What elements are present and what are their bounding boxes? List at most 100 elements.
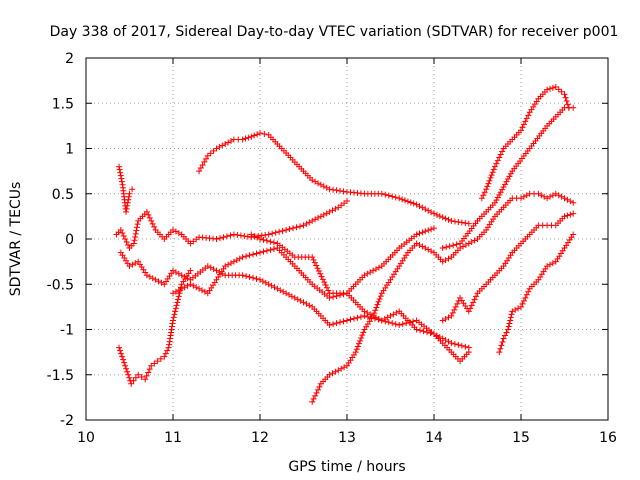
data-point [503, 329, 510, 336]
data-point [119, 229, 126, 236]
data-point [138, 374, 145, 381]
data-point [253, 250, 260, 257]
data-point [507, 314, 514, 321]
data-point [312, 392, 319, 399]
data-point [486, 177, 493, 184]
data-point [121, 359, 128, 366]
y-tick-label: 1 [65, 142, 74, 158]
data-point [439, 214, 446, 221]
data-point [497, 151, 504, 158]
data-point [239, 272, 246, 279]
data-point [490, 166, 497, 173]
data-point [314, 265, 321, 272]
data-point [396, 195, 403, 202]
data-point [506, 320, 513, 327]
data-point [416, 230, 423, 237]
data-point [547, 85, 553, 92]
data-point [484, 183, 491, 190]
data-point [344, 317, 350, 324]
data-point [171, 311, 178, 318]
data-point [494, 194, 501, 201]
data-point [337, 292, 344, 299]
data-point [518, 303, 524, 310]
data-point [330, 186, 337, 193]
data-point [478, 195, 485, 202]
data-point [242, 135, 249, 142]
data-point [498, 342, 505, 349]
data-point [326, 321, 333, 328]
data-point [352, 349, 359, 356]
data-point [174, 299, 181, 306]
data-point [431, 225, 437, 232]
data-point [315, 268, 322, 275]
data-point [507, 317, 514, 324]
data-point [123, 205, 130, 212]
data-point [272, 229, 279, 236]
data-point [133, 224, 140, 231]
data-point [389, 320, 396, 327]
data-point [347, 316, 354, 323]
data-point [325, 287, 332, 294]
data-point [164, 347, 171, 354]
chart-title: Day 338 of 2017, Sidereal Day-to-day VTE… [50, 24, 619, 40]
data-point [392, 321, 399, 328]
data-point [385, 192, 392, 199]
data-point [146, 366, 153, 373]
data-point [148, 217, 155, 224]
data-point [378, 190, 385, 197]
data-point [392, 194, 399, 201]
data-points [113, 83, 577, 405]
series-end-lowest [496, 231, 577, 356]
data-point [396, 321, 403, 328]
data-point [519, 300, 526, 307]
data-point [154, 358, 161, 365]
data-point [561, 213, 568, 220]
data-point [561, 91, 568, 98]
data-point [263, 247, 270, 254]
y-tick-label: -1 [60, 323, 74, 339]
data-point [500, 183, 507, 190]
data-point [340, 188, 347, 195]
data-point [489, 169, 496, 176]
data-point [125, 371, 132, 378]
data-point [197, 165, 204, 172]
data-point [172, 308, 179, 315]
data-point [496, 191, 503, 198]
data-point [385, 319, 392, 326]
data-point [125, 242, 132, 249]
data-point [410, 318, 417, 325]
data-point [117, 347, 124, 354]
x-tick-label: 16 [599, 430, 617, 446]
data-point [496, 349, 503, 356]
data-point [503, 178, 510, 185]
data-point [374, 301, 381, 308]
data-point [216, 235, 223, 242]
series-rise-second [439, 104, 577, 252]
data-point [564, 212, 571, 219]
data-point [126, 190, 133, 197]
data-point [425, 227, 432, 234]
data-point [196, 168, 203, 175]
data-point [458, 342, 465, 349]
data-point [257, 236, 263, 242]
data-point [262, 232, 269, 239]
data-point [502, 332, 509, 339]
x-tick-label: 14 [425, 430, 443, 446]
data-point [125, 193, 132, 200]
data-point [239, 136, 246, 143]
data-point [230, 231, 237, 238]
data-point [227, 232, 234, 239]
data-point [340, 318, 347, 325]
data-point [120, 232, 127, 239]
data-point [126, 374, 133, 381]
data-point [170, 314, 177, 321]
data-point [357, 313, 364, 320]
series-cross-up [170, 225, 437, 301]
data-point [453, 241, 460, 248]
data-point [497, 189, 504, 196]
data-point [322, 281, 329, 288]
data-point [117, 169, 124, 176]
data-point [265, 231, 272, 238]
data-point [119, 353, 126, 360]
data-point [315, 386, 321, 393]
